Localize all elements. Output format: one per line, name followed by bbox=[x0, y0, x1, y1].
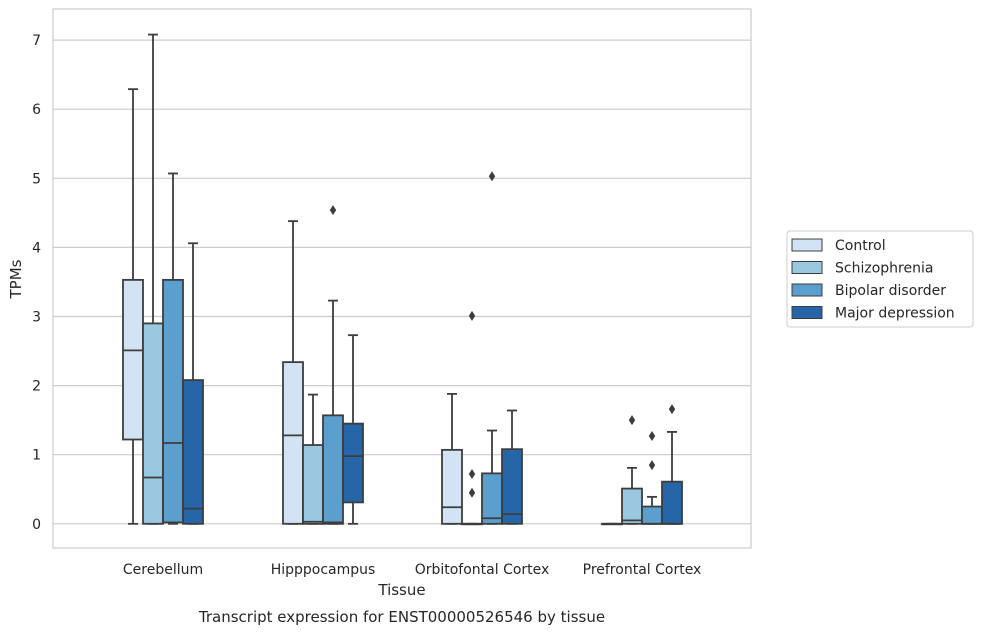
legend-label: Control bbox=[835, 238, 886, 254]
y-tick-label: 1 bbox=[32, 448, 41, 464]
x-tick-label: Hipppocampus bbox=[271, 562, 376, 578]
legend-frame bbox=[786, 230, 974, 328]
legend-swatch bbox=[791, 238, 823, 252]
y-axis-ticks: 0 1 2 3 4 5 6 7 bbox=[32, 33, 41, 533]
outlier-point bbox=[648, 431, 656, 442]
legend: Control Schizophrenia Bipolar disorder Majo… bbox=[786, 230, 974, 328]
outlier-point bbox=[468, 310, 476, 321]
x-tick-label: Cerebellum bbox=[123, 562, 203, 578]
y-tick-label: 7 bbox=[32, 33, 41, 49]
y-tick-label: 6 bbox=[32, 102, 41, 118]
iqr-box bbox=[621, 487, 643, 525]
x-axis-ticks: Cerebellum Hipppocampus Orbitofontal Corte… bbox=[123, 562, 701, 578]
box bbox=[142, 33, 164, 525]
legend-swatch bbox=[791, 306, 823, 319]
iqr-box bbox=[481, 472, 503, 525]
box bbox=[621, 415, 643, 525]
iqr-box bbox=[162, 278, 184, 524]
plot-frame bbox=[52, 8, 752, 549]
legend-label: Bipolar disorder bbox=[835, 283, 946, 299]
box bbox=[661, 404, 683, 525]
y-tick-label: 4 bbox=[32, 240, 41, 256]
x-axis-label: Tissue bbox=[377, 581, 425, 599]
box bbox=[501, 409, 523, 525]
iqr-box bbox=[342, 422, 364, 504]
iqr-box bbox=[302, 444, 324, 525]
iqr-box bbox=[182, 379, 204, 525]
iqr-box bbox=[441, 448, 463, 525]
iqr-box bbox=[322, 414, 344, 525]
outlier-point bbox=[628, 415, 636, 426]
box bbox=[162, 172, 184, 525]
x-tick-label: Orbitofontal Cortex bbox=[415, 562, 550, 578]
y-tick-label: 3 bbox=[32, 310, 41, 326]
legend-swatch bbox=[791, 261, 823, 274]
iqr-box bbox=[661, 480, 683, 525]
box bbox=[322, 205, 344, 525]
legend-label: Major depression bbox=[835, 306, 955, 322]
box bbox=[302, 393, 324, 525]
box bbox=[342, 334, 364, 525]
x-tick-label: Prefrontal Cortex bbox=[583, 562, 702, 578]
iqr-box bbox=[282, 361, 304, 525]
y-axis-label: TPMs bbox=[7, 259, 25, 299]
box bbox=[641, 431, 663, 525]
outlier-point bbox=[648, 460, 656, 471]
y-tick-label: 0 bbox=[32, 517, 41, 533]
iqr-box bbox=[501, 448, 523, 525]
outlier-point bbox=[468, 469, 476, 480]
box bbox=[182, 242, 204, 525]
box bbox=[282, 220, 304, 525]
box bbox=[441, 393, 463, 525]
chart-caption: Transcript expression for ENST0000052654… bbox=[198, 608, 605, 626]
outlier-point bbox=[468, 487, 476, 498]
iqr-box bbox=[641, 505, 663, 525]
box bbox=[461, 310, 483, 526]
iqr-box bbox=[122, 278, 144, 441]
box bbox=[601, 522, 623, 526]
y-tick-label: 2 bbox=[32, 379, 41, 395]
outlier-point bbox=[668, 404, 676, 415]
legend-label: Schizophrenia bbox=[835, 261, 933, 277]
iqr-box bbox=[142, 322, 164, 525]
outlier-point bbox=[488, 171, 496, 182]
box-plot-area bbox=[122, 33, 683, 526]
outlier-point bbox=[329, 205, 337, 216]
legend-swatch bbox=[791, 283, 823, 297]
y-tick-label: 5 bbox=[32, 171, 41, 187]
box bbox=[481, 171, 503, 525]
box bbox=[122, 88, 144, 525]
